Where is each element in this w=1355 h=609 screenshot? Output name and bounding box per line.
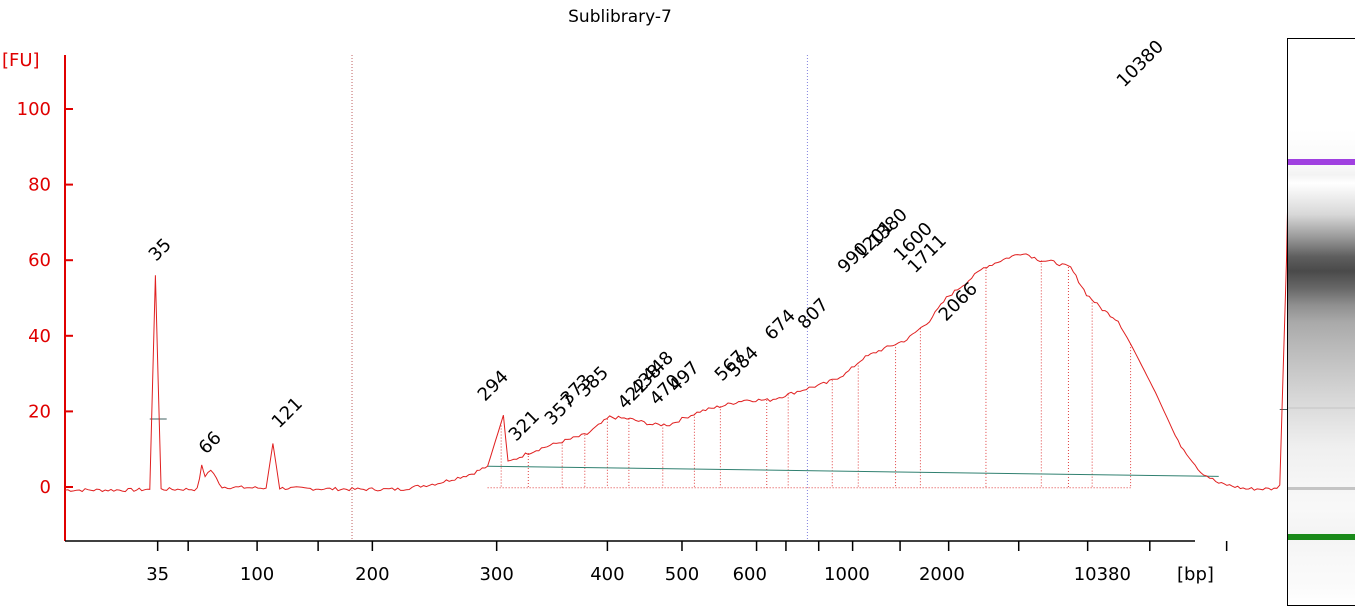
fragment-band <box>1288 487 1355 490</box>
lower-marker-band <box>1288 534 1355 540</box>
peak-label: 35 <box>145 234 176 265</box>
x-tick-label: 300 <box>479 564 513 585</box>
chart-title: Sublibrary-7 <box>568 7 672 27</box>
x-tick-label: 100 <box>240 564 274 585</box>
marker-lines <box>351 55 808 541</box>
x-tick-label: 500 <box>665 564 699 585</box>
x-tick-label: 200 <box>355 564 389 585</box>
peak-label: 807 <box>794 294 833 333</box>
fragment-regions <box>149 260 1320 489</box>
smear-baseline <box>487 465 1219 477</box>
y-tick-label: 0 <box>40 477 51 498</box>
x-tick-label: 1000 <box>824 564 870 585</box>
fluorescence-trace <box>64 95 1355 498</box>
y-tick-label: 20 <box>28 401 51 422</box>
y-tick-label: 100 <box>17 99 51 120</box>
upper-marker-band <box>1288 159 1355 165</box>
x-axis-label: [bp] <box>1177 564 1214 585</box>
gel-lane <box>1287 38 1355 606</box>
x-tick-label: 10380 <box>1074 564 1131 585</box>
y-tick-label: 40 <box>28 326 51 347</box>
fragment-band <box>1288 407 1355 409</box>
x-tick-label: 400 <box>590 564 624 585</box>
peak-label: 10380 <box>1113 36 1168 91</box>
y-tick-label: 80 <box>28 175 51 196</box>
peak-label: 121 <box>268 393 307 432</box>
y-tick-label: 60 <box>28 250 51 271</box>
peak-label: 2066 <box>935 278 982 325</box>
peak-label: 321 <box>505 406 544 445</box>
peak-label: 674 <box>761 305 800 344</box>
axes: 0 20 40 60 80 100 35 100 200 300 400 500 600 1000 2000… <box>17 55 1291 585</box>
x-tick-label: 35 <box>146 564 169 585</box>
x-tick-label: 2000 <box>919 564 965 585</box>
y-axis-label: [FU] <box>2 50 40 71</box>
x-tick-label: 600 <box>733 564 767 585</box>
peak-label: 66 <box>195 427 226 458</box>
peak-label: 294 <box>474 366 513 405</box>
